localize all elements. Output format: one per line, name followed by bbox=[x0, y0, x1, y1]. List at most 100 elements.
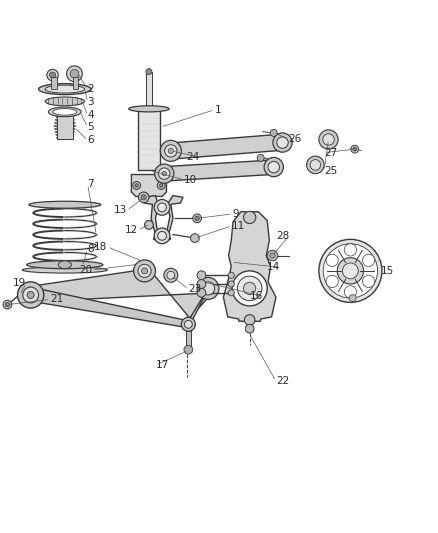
Polygon shape bbox=[223, 212, 276, 321]
Polygon shape bbox=[188, 288, 208, 328]
Circle shape bbox=[237, 276, 262, 301]
Ellipse shape bbox=[55, 118, 74, 122]
Circle shape bbox=[353, 147, 357, 151]
Circle shape bbox=[310, 159, 321, 170]
Text: 10: 10 bbox=[184, 175, 197, 185]
Circle shape bbox=[165, 145, 177, 157]
Circle shape bbox=[135, 184, 138, 187]
Circle shape bbox=[343, 263, 358, 279]
Bar bbox=[51, 77, 57, 89]
Circle shape bbox=[344, 244, 357, 256]
Text: 11: 11 bbox=[232, 221, 245, 231]
Ellipse shape bbox=[39, 84, 91, 94]
Ellipse shape bbox=[54, 125, 76, 127]
Text: 19: 19 bbox=[13, 278, 26, 288]
Circle shape bbox=[18, 282, 44, 308]
Circle shape bbox=[27, 292, 34, 298]
Text: 13: 13 bbox=[114, 205, 127, 215]
Text: 14: 14 bbox=[267, 262, 280, 272]
Ellipse shape bbox=[29, 201, 101, 208]
Circle shape bbox=[154, 199, 170, 215]
Ellipse shape bbox=[54, 127, 75, 130]
Circle shape bbox=[134, 260, 155, 282]
Circle shape bbox=[337, 258, 364, 284]
Circle shape bbox=[159, 184, 163, 187]
Circle shape bbox=[67, 66, 82, 82]
Text: 4: 4 bbox=[88, 110, 94, 120]
Circle shape bbox=[323, 244, 378, 298]
Circle shape bbox=[228, 272, 234, 278]
Bar bbox=[73, 77, 78, 89]
Ellipse shape bbox=[45, 85, 85, 93]
Polygon shape bbox=[164, 160, 279, 181]
Text: 16: 16 bbox=[250, 291, 263, 301]
Circle shape bbox=[193, 214, 201, 223]
Circle shape bbox=[197, 288, 206, 297]
Circle shape bbox=[49, 72, 56, 78]
Ellipse shape bbox=[48, 107, 81, 117]
Circle shape bbox=[5, 302, 10, 307]
Circle shape bbox=[181, 317, 195, 332]
Ellipse shape bbox=[54, 122, 75, 124]
Circle shape bbox=[326, 254, 338, 266]
Circle shape bbox=[23, 287, 39, 303]
Circle shape bbox=[349, 295, 356, 302]
Text: 15: 15 bbox=[381, 266, 394, 276]
Polygon shape bbox=[31, 287, 188, 328]
Circle shape bbox=[167, 271, 175, 279]
Text: 7: 7 bbox=[88, 179, 94, 189]
Text: 6: 6 bbox=[88, 135, 94, 146]
Ellipse shape bbox=[129, 106, 169, 112]
Bar bbox=[57, 115, 73, 140]
Circle shape bbox=[244, 211, 256, 223]
Circle shape bbox=[319, 239, 382, 302]
Circle shape bbox=[363, 275, 375, 287]
Ellipse shape bbox=[58, 261, 71, 269]
Circle shape bbox=[267, 251, 278, 261]
Circle shape bbox=[158, 231, 166, 240]
Text: 20: 20 bbox=[79, 265, 92, 275]
Circle shape bbox=[195, 216, 199, 221]
Circle shape bbox=[47, 69, 58, 81]
Ellipse shape bbox=[53, 109, 77, 115]
Polygon shape bbox=[144, 196, 183, 243]
Text: 17: 17 bbox=[155, 360, 169, 370]
Text: 26: 26 bbox=[288, 134, 301, 144]
Text: 18: 18 bbox=[94, 242, 107, 252]
Circle shape bbox=[154, 228, 170, 244]
Circle shape bbox=[245, 324, 254, 333]
Circle shape bbox=[145, 221, 153, 229]
Text: 3: 3 bbox=[88, 97, 94, 107]
Ellipse shape bbox=[56, 134, 74, 136]
Text: 25: 25 bbox=[324, 166, 337, 176]
Circle shape bbox=[323, 134, 334, 145]
Text: 21: 21 bbox=[50, 294, 64, 304]
Ellipse shape bbox=[56, 116, 74, 118]
Circle shape bbox=[273, 133, 292, 152]
Circle shape bbox=[319, 130, 338, 149]
Circle shape bbox=[244, 282, 256, 295]
Text: 1: 1 bbox=[215, 104, 221, 115]
Ellipse shape bbox=[57, 136, 73, 139]
Circle shape bbox=[158, 203, 166, 212]
Circle shape bbox=[141, 195, 146, 200]
Ellipse shape bbox=[22, 267, 107, 273]
Circle shape bbox=[197, 280, 206, 288]
Circle shape bbox=[277, 137, 288, 148]
Circle shape bbox=[363, 254, 375, 266]
Bar bbox=[146, 71, 152, 109]
Circle shape bbox=[3, 300, 12, 309]
Circle shape bbox=[141, 268, 148, 274]
Circle shape bbox=[191, 233, 199, 243]
Circle shape bbox=[164, 268, 178, 282]
Circle shape bbox=[184, 320, 192, 328]
Circle shape bbox=[326, 275, 338, 287]
Circle shape bbox=[268, 161, 279, 173]
Text: 28: 28 bbox=[276, 231, 289, 241]
Circle shape bbox=[264, 157, 283, 177]
Text: 9: 9 bbox=[232, 209, 239, 219]
Circle shape bbox=[270, 130, 277, 136]
Text: 2: 2 bbox=[88, 84, 94, 94]
Circle shape bbox=[138, 192, 149, 203]
Ellipse shape bbox=[45, 97, 85, 106]
